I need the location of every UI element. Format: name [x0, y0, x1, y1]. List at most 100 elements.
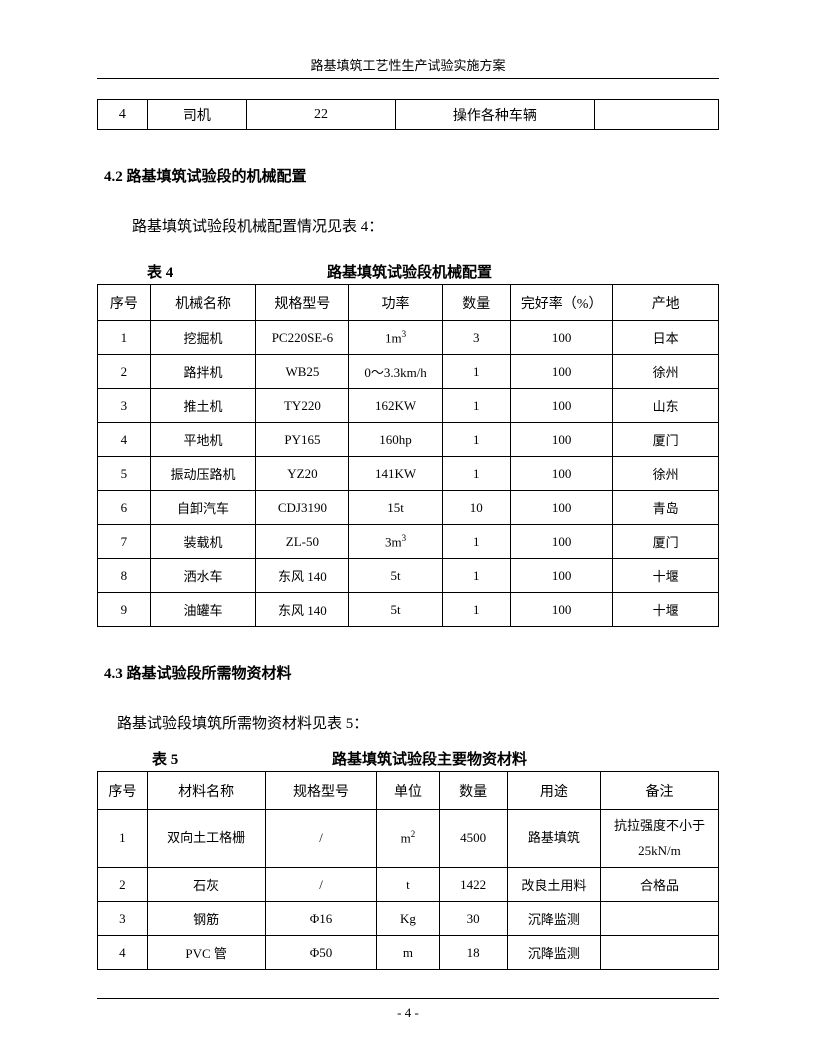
table-cell: 1 — [98, 321, 151, 355]
table-header-cell: 材料名称 — [147, 772, 265, 810]
table-row: 5振动压路机YZ20141KW1100徐州 — [98, 457, 719, 491]
table-cell: 沉降监测 — [507, 902, 600, 936]
table-cell — [600, 902, 718, 936]
footer-rule — [97, 998, 719, 999]
table-cell: 1422 — [439, 868, 507, 902]
section-42-heading: 4.2 路基填筑试验段的机械配置 — [104, 165, 719, 186]
table-header-cell: 序号 — [98, 285, 151, 321]
table-cell: 100 — [510, 355, 612, 389]
table-cell: 装载机 — [150, 525, 256, 559]
table-header-row: 序号材料名称规格型号单位数量用途备注 — [98, 772, 719, 810]
top-row-table: 4司机22操作各种车辆 — [97, 99, 719, 130]
table-cell: 钢筋 — [147, 902, 265, 936]
table-cell: 洒水车 — [150, 559, 256, 593]
table-cell: 15t — [349, 491, 442, 525]
table-cell: 0～3.3km/h — [349, 355, 442, 389]
table-cell: 推土机 — [150, 389, 256, 423]
table-cell: PVC 管 — [147, 936, 265, 970]
table-cell: 8 — [98, 559, 151, 593]
table-cell: 4 — [98, 936, 148, 970]
section-42-intro: 路基填筑试验段机械配置情况见表 4： — [132, 214, 719, 241]
table-cell: 路基填筑 — [507, 810, 600, 868]
table-header-cell: 完好率（%） — [510, 285, 612, 321]
table-cell: 操作各种车辆 — [396, 100, 595, 130]
table-cell: 合格品 — [600, 868, 718, 902]
table-cell: 100 — [510, 559, 612, 593]
header-rule — [97, 78, 719, 79]
table-cell: 1 — [98, 810, 148, 868]
table-cell: 2 — [98, 868, 148, 902]
table-cell: 厦门 — [613, 423, 719, 457]
table-cell: / — [265, 868, 377, 902]
page-number: - 4 - — [0, 1005, 816, 1021]
table-header-cell: 功率 — [349, 285, 442, 321]
table4-title: 路基填筑试验段机械配置 — [327, 261, 719, 282]
table-cell: 162KW — [349, 389, 442, 423]
table-cell: 18 — [439, 936, 507, 970]
table-cell: CDJ3190 — [256, 491, 349, 525]
table-cell: 十堰 — [613, 593, 719, 627]
page-footer: - 4 - — [0, 998, 816, 1021]
table-cell: 141KW — [349, 457, 442, 491]
table-cell: 7 — [98, 525, 151, 559]
table-cell: 油罐车 — [150, 593, 256, 627]
table-cell: 5 — [98, 457, 151, 491]
table-row: 8洒水车东风 1405t1100十堰 — [98, 559, 719, 593]
table-cell: 4 — [98, 100, 148, 130]
table-cell: 3 — [442, 321, 510, 355]
table-row: 4司机22操作各种车辆 — [98, 100, 719, 130]
table-cell: 平地机 — [150, 423, 256, 457]
table-cell: 3m3 — [349, 525, 442, 559]
table-cell: 1 — [442, 355, 510, 389]
table-cell: 抗拉强度不小于25kN/m — [600, 810, 718, 868]
table-cell: 1 — [442, 525, 510, 559]
table-row: 3钢筋Φ16Kg30沉降监测 — [98, 902, 719, 936]
table-cell: / — [265, 810, 377, 868]
table-cell: ZL-50 — [256, 525, 349, 559]
table-cell: t — [377, 868, 439, 902]
table-cell: 东风 140 — [256, 593, 349, 627]
table-cell: 山东 — [613, 389, 719, 423]
table-cell: YZ20 — [256, 457, 349, 491]
table-cell: 挖掘机 — [150, 321, 256, 355]
table-row: 1挖掘机PC220SE-61m33100日本 — [98, 321, 719, 355]
table-cell: 100 — [510, 525, 612, 559]
table-row: 1双向土工格栅/m24500路基填筑抗拉强度不小于25kN/m — [98, 810, 719, 868]
table-header-cell: 序号 — [98, 772, 148, 810]
table-cell: 徐州 — [613, 355, 719, 389]
table-cell: 振动压路机 — [150, 457, 256, 491]
table-cell: 9 — [98, 593, 151, 627]
table-row: 3推土机TY220162KW1100山东 — [98, 389, 719, 423]
section-43-intro: 路基试验段填筑所需物资材料见表 5： — [117, 711, 719, 738]
table-row: 4PVC 管Φ50m18沉降监测 — [98, 936, 719, 970]
table-cell: 徐州 — [613, 457, 719, 491]
table-header-cell: 备注 — [600, 772, 718, 810]
table-cell: 5t — [349, 593, 442, 627]
table-cell: TY220 — [256, 389, 349, 423]
table-cell: 100 — [510, 389, 612, 423]
table-header-cell: 规格型号 — [265, 772, 377, 810]
table-cell: 1 — [442, 389, 510, 423]
table-row: 9油罐车东风 1405t1100十堰 — [98, 593, 719, 627]
table-cell: 东风 140 — [256, 559, 349, 593]
table-cell: 厦门 — [613, 525, 719, 559]
table-cell: 1 — [442, 593, 510, 627]
table-cell: Kg — [377, 902, 439, 936]
table-cell: 4 — [98, 423, 151, 457]
table-cell: 青岛 — [613, 491, 719, 525]
table5-label: 表 5 — [152, 748, 332, 769]
table-cell: 日本 — [613, 321, 719, 355]
table-cell: 100 — [510, 491, 612, 525]
page-header-title: 路基填筑工艺性生产试验实施方案 — [97, 55, 719, 74]
table4-label: 表 4 — [147, 261, 327, 282]
table-cell: 6 — [98, 491, 151, 525]
table-cell: Φ16 — [265, 902, 377, 936]
table-header-cell: 数量 — [439, 772, 507, 810]
table-cell: 3 — [98, 902, 148, 936]
table5-caption: 表 5 路基填筑试验段主要物资材料 — [152, 748, 719, 769]
table-header-row: 序号机械名称规格型号功率数量完好率（%）产地 — [98, 285, 719, 321]
materials-table: 序号材料名称规格型号单位数量用途备注 1双向土工格栅/m24500路基填筑抗拉强… — [97, 771, 719, 970]
table-cell: PC220SE-6 — [256, 321, 349, 355]
table-cell: 160hp — [349, 423, 442, 457]
table-cell: 十堰 — [613, 559, 719, 593]
